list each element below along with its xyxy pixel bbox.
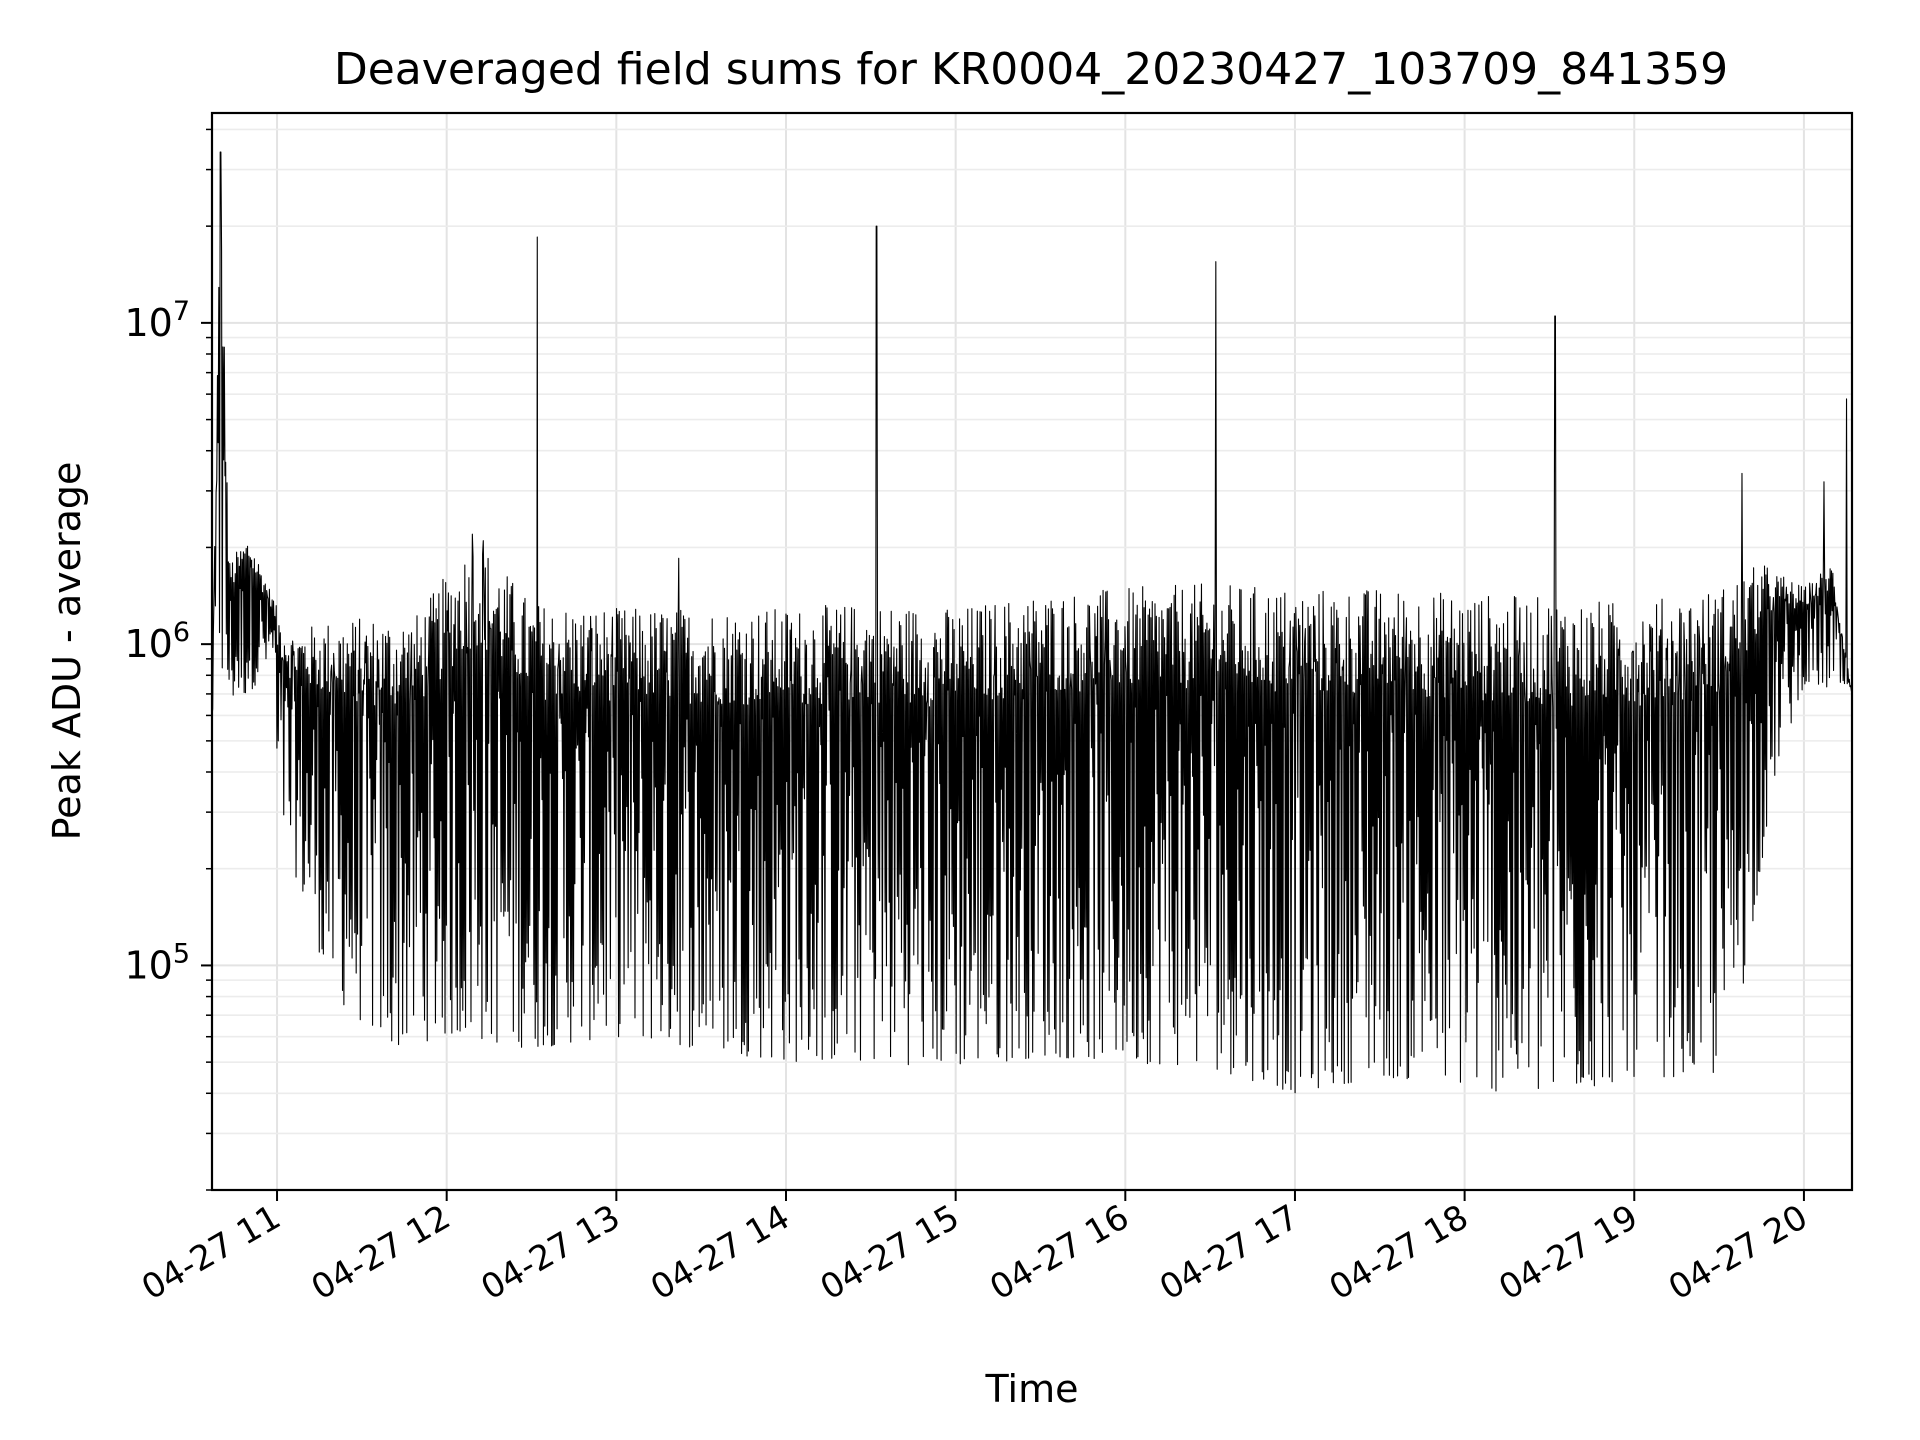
y-axis-label: Peak ADU - average <box>45 462 89 841</box>
y-tick-exponent: 6 <box>173 617 190 648</box>
plot-frame <box>210 111 1854 1192</box>
chart-title: Deaveraged field sums for KR0004_2023042… <box>334 44 1728 95</box>
x-axis-label: Time <box>985 1367 1079 1411</box>
y-tick-mantissa: 10 <box>124 622 172 666</box>
y-tick-mantissa: 10 <box>124 943 172 987</box>
y-tick-label: 105 <box>124 938 190 987</box>
y-tick-exponent: 7 <box>173 296 190 327</box>
series-line <box>211 151 1853 1094</box>
y-tick-exponent: 5 <box>173 938 190 969</box>
y-tick-mantissa: 10 <box>124 301 172 345</box>
data-series <box>211 151 1853 1094</box>
y-tick-label: 106 <box>124 617 190 666</box>
y-tick-label: 107 <box>124 296 190 345</box>
